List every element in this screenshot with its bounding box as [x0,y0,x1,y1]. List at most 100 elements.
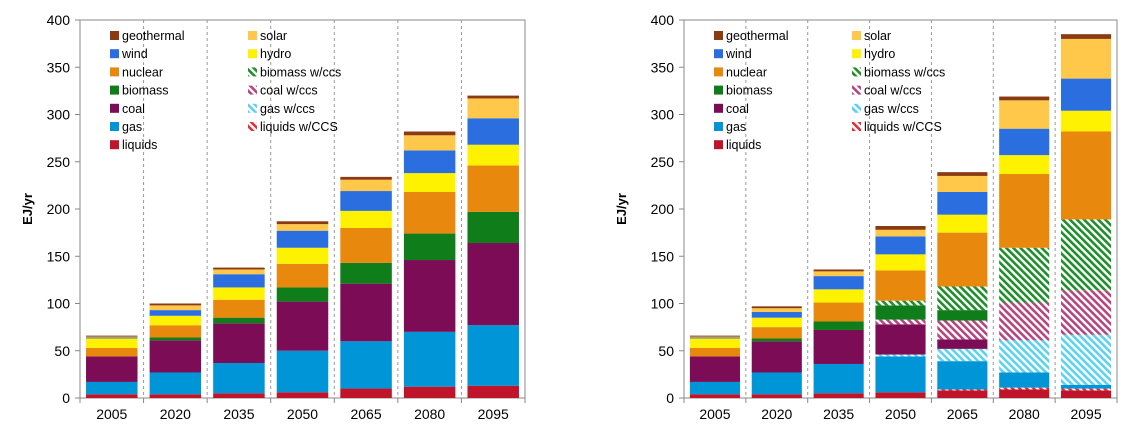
bar-biomass [813,321,864,330]
bar-gas [1061,384,1112,389]
bar-geothermal [340,176,392,180]
legend-label: geothermal [726,29,789,43]
x-tick-label: 2080 [1009,406,1040,422]
bar-coal [403,260,456,332]
bar-solar [999,100,1050,129]
bar-gas [276,350,329,393]
bar-solar [276,224,329,231]
bar-geothermal [999,96,1050,101]
bar-biomass-w-ccs [875,300,926,306]
bar-hydro [751,317,802,328]
bar-liquids [937,390,988,398]
bar-geothermal [875,226,926,230]
y-tick-label: 250 [47,154,71,170]
bar-hydro [213,287,265,300]
legend-swatch [248,85,257,95]
bar-liquids-w-ccs [1061,388,1112,391]
bar-solar [149,305,202,311]
legend-swatch [248,122,257,131]
y-tick-label: 150 [651,248,675,264]
legend-swatch [714,31,723,40]
x-tick-label: 2020 [761,406,792,422]
legend-label: biomass [726,84,773,98]
bar-solar [340,179,392,192]
bar-wind [937,191,988,215]
bar-coal [276,301,329,351]
bar-wind [86,337,138,339]
bar-wind [467,118,519,145]
bar-geothermal [1061,34,1112,39]
legend-swatch [852,67,861,77]
bar-gas [813,363,864,394]
bar-gas [937,361,988,390]
bar-coal [937,339,988,349]
bar-gas [467,325,519,386]
x-tick-label: 2035 [823,406,854,422]
bar-hydro [999,155,1050,175]
legend-swatch [852,31,861,40]
bar-geothermal [937,172,988,176]
legend-swatch [110,49,119,59]
y-tick-label: 300 [47,107,71,123]
bar-biomass [875,305,926,320]
bar-liquids [813,393,864,398]
legend-swatch [248,103,257,113]
bar-nuclear [813,302,864,322]
bar-hydro [875,254,926,271]
bar-hydro [937,214,988,233]
bar-nuclear [875,270,926,301]
bar-nuclear [276,263,329,288]
bar-biomass-w-ccs [999,247,1050,303]
legend-swatch [852,122,861,131]
legend-swatch [714,122,723,131]
bar-liquids [403,386,456,398]
x-tick-label: 2005 [699,406,730,422]
bar-liquids [999,389,1050,398]
legend-label: coal w/ccs [864,84,922,98]
bar-biomass [149,337,202,341]
y-tick-label: 100 [651,296,675,312]
bar-wind [813,276,864,290]
bar-wind [875,236,926,255]
bar-coal [86,356,138,382]
bar-nuclear [1061,131,1112,220]
legend-swatch [714,85,723,95]
legend-swatch [110,31,119,40]
y-tick-label: 200 [651,201,675,217]
x-tick-label: 2050 [885,406,916,422]
y-tick-label: 350 [47,59,71,75]
bar-geothermal [149,303,202,306]
bar-liquids-w-ccs [999,387,1050,390]
legend-label: biomass w/ccs [864,65,945,79]
bar-hydro [689,338,740,348]
legend-swatch [714,140,723,150]
legend-label: geothermal [122,29,185,43]
bar-coal [340,283,392,342]
bar-geothermal [689,335,740,337]
bar-geothermal [467,95,519,99]
bar-gas-w-ccs [937,348,988,362]
bar-biomass [467,211,519,244]
bar-hydro [149,315,202,326]
bar-gas-w-ccs [1061,334,1112,385]
bar-solar [689,336,740,338]
bar-liquids [467,385,519,398]
bar-liquids [751,394,802,398]
bar-liquids [86,394,138,398]
y-tick-label: 0 [62,390,70,406]
bar-nuclear [751,327,802,339]
x-tick-label: 2065 [350,406,381,422]
legend-swatch [110,122,119,131]
x-tick-label: 2035 [223,406,254,422]
legend-label: liquids w/CCS [864,120,942,134]
legend-label: coal [122,102,145,116]
y-axis-label: EJ/yr [614,193,629,225]
legend-label: wind [725,47,752,61]
bar-coal [813,329,864,364]
bar-gas-w-ccs [999,340,1050,373]
x-tick-label: 2020 [160,406,191,422]
y-tick-label: 350 [651,59,675,75]
bar-solar [467,98,519,119]
legend-swatch [248,49,257,59]
legend-label: liquids [726,138,761,152]
